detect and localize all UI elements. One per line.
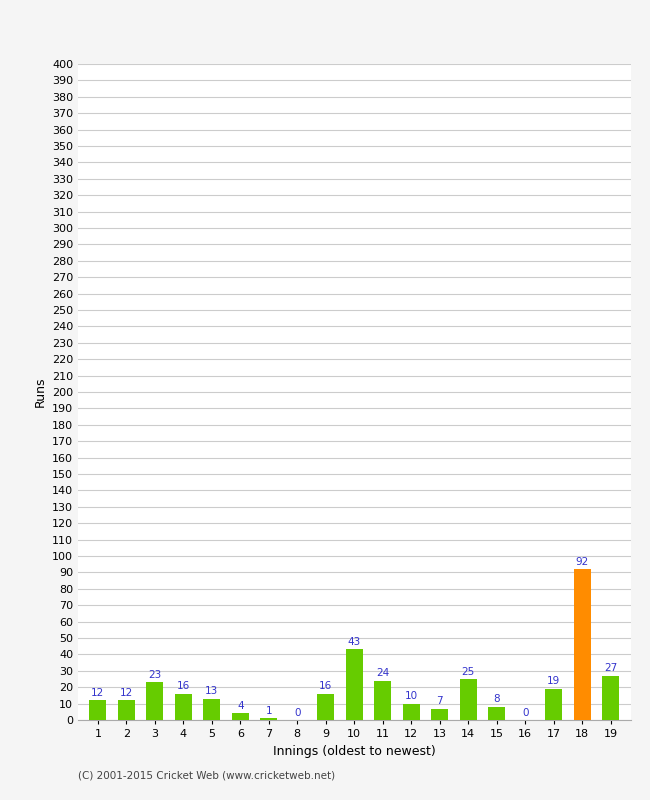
Bar (118, 700, 135, 720)
Bar (260, 718, 278, 720)
Bar (232, 714, 249, 720)
Bar (175, 694, 192, 720)
Text: 1: 1 (265, 706, 272, 716)
Bar (402, 704, 420, 720)
Y-axis label: Runs: Runs (33, 377, 46, 407)
Bar (203, 698, 220, 720)
Bar (545, 689, 562, 720)
Text: 25: 25 (462, 666, 474, 677)
Bar (317, 694, 334, 720)
Bar (374, 681, 391, 720)
Text: 4: 4 (237, 701, 244, 711)
Text: 16: 16 (319, 682, 332, 691)
Text: 27: 27 (604, 663, 618, 674)
Bar (602, 676, 619, 720)
Text: (C) 2001-2015 Cricket Web (www.cricketweb.net): (C) 2001-2015 Cricket Web (www.cricketwe… (78, 770, 335, 780)
Bar (346, 650, 363, 720)
Bar (431, 709, 448, 720)
Text: 13: 13 (205, 686, 218, 696)
Text: 92: 92 (575, 557, 589, 566)
Text: 8: 8 (493, 694, 500, 705)
Text: 43: 43 (348, 637, 361, 647)
Text: 19: 19 (547, 676, 560, 686)
Text: 24: 24 (376, 668, 389, 678)
X-axis label: Innings (oldest to newest): Innings (oldest to newest) (273, 745, 436, 758)
Text: 12: 12 (120, 688, 133, 698)
Text: 16: 16 (177, 682, 190, 691)
Text: 7: 7 (436, 696, 443, 706)
Bar (90, 700, 107, 720)
Bar (573, 569, 591, 720)
Bar (488, 707, 505, 720)
Text: 0: 0 (522, 707, 528, 718)
Bar (146, 682, 163, 720)
Text: 12: 12 (91, 688, 105, 698)
Text: 0: 0 (294, 707, 300, 718)
Text: 23: 23 (148, 670, 161, 680)
Bar (460, 679, 476, 720)
Text: 10: 10 (405, 691, 418, 701)
